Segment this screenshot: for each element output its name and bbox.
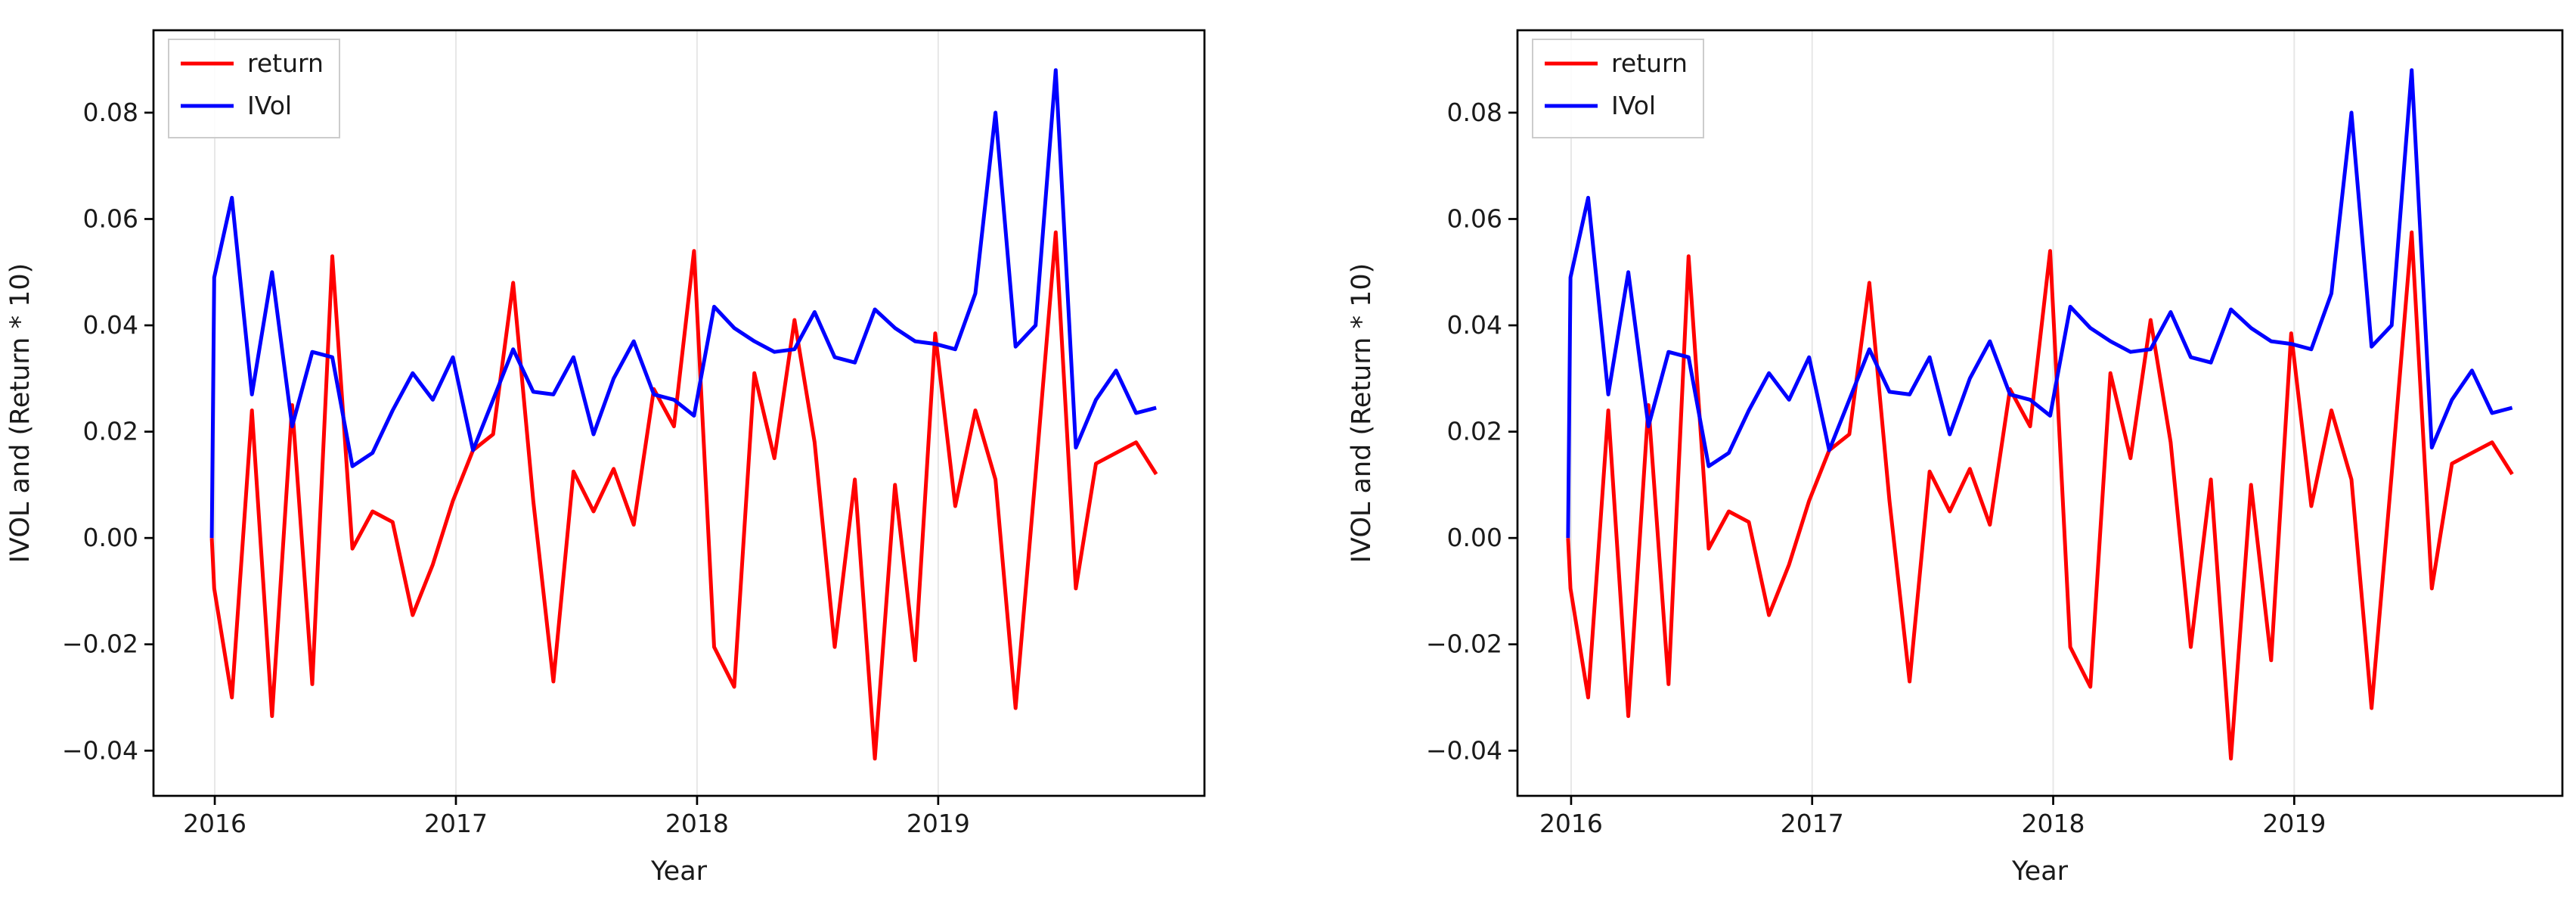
return-line — [209, 230, 1158, 761]
IVol-line — [209, 68, 1157, 539]
plot-border — [152, 29, 1206, 797]
return-line — [1566, 230, 2514, 761]
legend-box — [168, 39, 340, 138]
legend-label: IVol — [1611, 91, 1656, 120]
y-tick-label: −0.04 — [1426, 735, 1502, 765]
x-tick-label: 2018 — [2022, 809, 2085, 838]
y-tick-label: 0.08 — [83, 98, 138, 127]
y-axis-label: IVOL and (Return * 10) — [5, 263, 36, 564]
y-tick-label: −0.04 — [62, 735, 138, 765]
y-tick-label: 0.04 — [83, 310, 138, 340]
y-tick-label: 0.06 — [83, 204, 138, 233]
x-tick-label: 2016 — [183, 809, 246, 838]
y-tick-label: 0.02 — [83, 417, 138, 446]
x-tick-label: 2018 — [665, 809, 729, 838]
x-tick-label: 2019 — [2262, 809, 2326, 838]
legend-box — [1532, 39, 1704, 138]
y-tick-label: 0.04 — [1447, 310, 1502, 340]
x-tick-label: 2017 — [1781, 809, 1844, 838]
y-tick-label: 0.06 — [1447, 204, 1502, 233]
y-axis-label: IVOL and (Return * 10) — [1347, 263, 1377, 564]
y-tick-label: 0.00 — [1447, 523, 1502, 552]
x-tick-label: 2016 — [1539, 809, 1603, 838]
y-tick-label: 0.08 — [1447, 98, 1502, 127]
x-axis-label: Year — [650, 856, 708, 887]
x-tick-label: 2019 — [907, 809, 970, 838]
y-tick-label: 0.02 — [1447, 417, 1502, 446]
y-tick-label: −0.02 — [62, 629, 138, 659]
IVol-line — [1566, 68, 2513, 539]
y-tick-label: −0.02 — [1426, 629, 1502, 659]
y-tick-label: 0.00 — [83, 523, 138, 552]
legend-label: return — [1611, 48, 1688, 78]
plot-border — [1516, 29, 2564, 797]
x-tick-label: 2017 — [424, 809, 488, 838]
legend-label: IVol — [247, 91, 292, 120]
x-axis-label: Year — [2011, 856, 2069, 887]
legend-label: return — [247, 48, 324, 78]
